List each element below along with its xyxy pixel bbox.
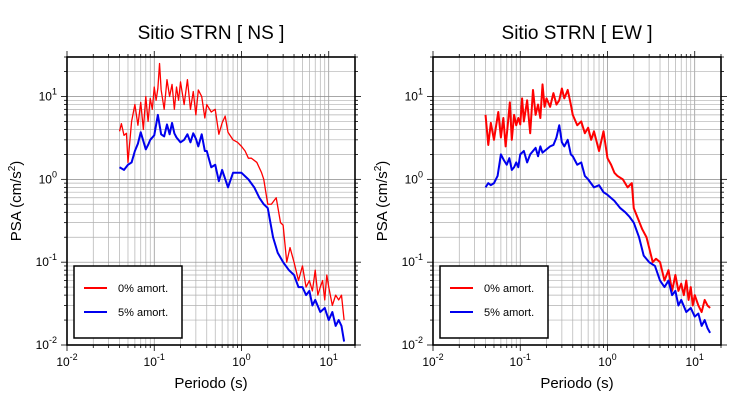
chart-1-x-axis-label: Periodo (s) bbox=[174, 375, 247, 392]
chart-1-series-damping-0-line bbox=[118, 62, 345, 321]
chart-1-legend-box bbox=[73, 265, 183, 339]
chart-1-y-axis-label: PSA (cm/s2) bbox=[7, 161, 25, 242]
chart-2-x-tick-label: 101 bbox=[686, 352, 704, 369]
chart-2-y-tick-label: 10-1 bbox=[402, 252, 423, 269]
chart-2-legend: 0% amort. 5% amort. bbox=[439, 265, 549, 339]
chart-2-legend-box bbox=[439, 265, 549, 339]
chart-2-x-tick-label: 10-2 bbox=[422, 352, 443, 369]
chart-1-legend-label: 5% amort. bbox=[118, 307, 168, 319]
chart-2-title: Sitio STRN [ EW ] bbox=[502, 23, 653, 44]
chart-2-frame bbox=[432, 56, 722, 346]
chart-1-y-tick-label: 10-2 bbox=[36, 335, 57, 352]
chart-2-series-damping-5-line bbox=[484, 124, 711, 334]
chart-2: 10-2 10-1 100 101 10-2 10-1 100 101 Sitio STRN [… bbox=[373, 23, 727, 392]
chart-1-x-tick-label: 101 bbox=[320, 352, 338, 369]
chart-2-legend-label: 5% amort. bbox=[484, 307, 534, 319]
chart-1: 10-2 10-1 100 101 10-2 10-1 100 101 Sitio STRN [… bbox=[7, 23, 361, 392]
chart-1-series-damping-5-line bbox=[119, 113, 346, 342]
chart-1-y-tick-label: 100 bbox=[39, 169, 57, 186]
chart-2-series-damping-0-line bbox=[484, 83, 711, 314]
chart-1-y-tick-label: 101 bbox=[39, 87, 57, 104]
chart-1-title: Sitio STRN [ NS ] bbox=[138, 23, 285, 44]
chart-1-x-tick-label: 10-2 bbox=[56, 352, 77, 369]
chart-2-x-tick-label: 10-1 bbox=[510, 352, 531, 369]
chart-1-y-tick-label: 10-1 bbox=[36, 252, 57, 269]
chart-2-x-axis-label: Periodo (s) bbox=[540, 375, 613, 392]
chart-2-x-tick-label: 100 bbox=[598, 352, 616, 369]
chart-1-x-tick-label: 10-1 bbox=[144, 352, 165, 369]
chart-2-y-tick-label: 100 bbox=[405, 169, 423, 186]
chart-1-legend-label: 0% amort. bbox=[118, 283, 168, 295]
chart-2-y-tick-label: 10-2 bbox=[402, 335, 423, 352]
chart-2-legend-label: 0% amort. bbox=[484, 283, 534, 295]
chart-2-y-axis-label: PSA (cm/s2) bbox=[373, 161, 391, 242]
chart-1-grid bbox=[61, 51, 361, 351]
chart-1-legend: 0% amort. 5% amort. bbox=[73, 265, 183, 339]
chart-1-x-tick-label: 100 bbox=[232, 352, 250, 369]
chart-1-frame bbox=[66, 56, 356, 346]
chart-2-y-tick-label: 101 bbox=[405, 87, 423, 104]
